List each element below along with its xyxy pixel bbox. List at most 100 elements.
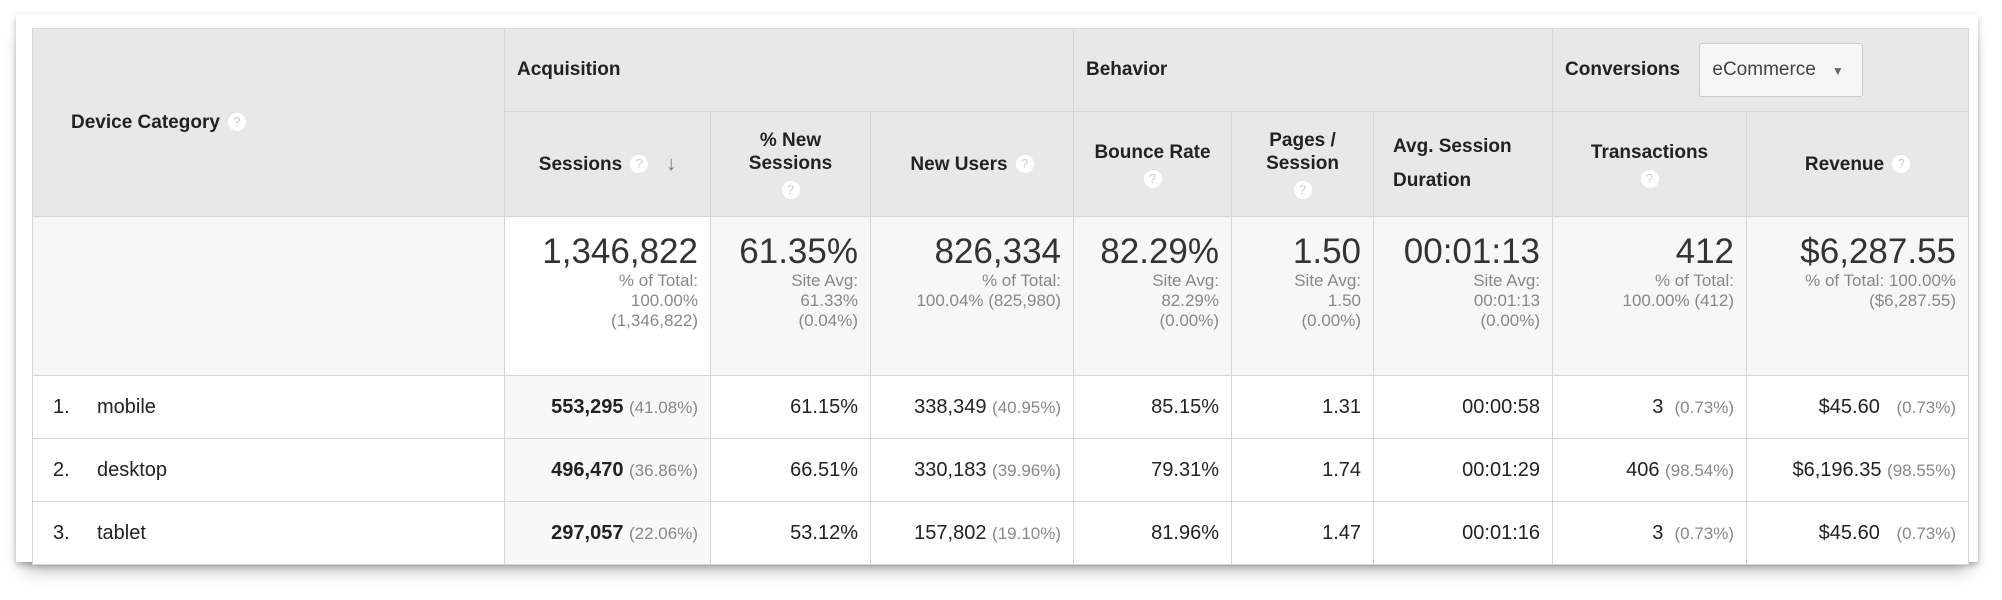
total-cell: 82.29% Site Avg: 82.29% (0.00%): [1073, 216, 1233, 376]
total-cell: 1.50 Site Avg: 1.50 (0.00%): [1231, 216, 1375, 376]
revenue-value: $6,196.35: [1792, 458, 1882, 481]
column-label: Sessions: [538, 153, 623, 175]
device-cell: 1. mobile: [32, 375, 505, 439]
new-users-cell: 338,349 (40.95%): [869, 375, 1075, 439]
total-note: Site Avg:: [791, 271, 858, 290]
device-link[interactable]: mobile: [97, 395, 156, 418]
totals-label-cell: [32, 216, 505, 376]
column-bounce-rate[interactable]: Bounce Rate?: [1073, 111, 1233, 217]
total-cell: 412% of Total: 100.00% (412): [1552, 216, 1748, 376]
total-value: 412: [1675, 232, 1735, 271]
conversions-select-value: eCommerce: [1712, 59, 1816, 80]
column-label: Transactions: [1590, 141, 1709, 163]
table-row: 2. desktop 496,470 (36.86%) 66.51% 330,18…: [32, 438, 1970, 502]
new-users-cell: 157,802 (19.10%): [869, 501, 1075, 565]
column-label: Avg. Session Duration: [1393, 136, 1512, 191]
device-link[interactable]: tablet: [97, 521, 146, 544]
total-value: 1.50: [1292, 232, 1362, 271]
bounce-rate-cell: 85.15%: [1073, 375, 1233, 439]
group-acquisition: Acquisition: [503, 28, 1075, 112]
totals-row: 1,346,822% of Total: 100.00% (1,346,822) 6…: [32, 216, 1970, 376]
revenue-value: $45.60: [1818, 521, 1880, 544]
total-note: ($6,287.55): [1869, 291, 1957, 310]
transactions-pct: (0.73%): [1674, 523, 1735, 543]
column-sessions[interactable]: Sessions? ↓: [504, 111, 711, 217]
help-icon[interactable]: ?: [630, 155, 649, 174]
total-note: % of Total: 100.00%: [1805, 271, 1957, 290]
conversions-select[interactable]: eCommerce ▼: [1699, 43, 1863, 97]
pages-session-cell: 1.47: [1231, 501, 1375, 565]
help-icon[interactable]: ?: [1293, 181, 1312, 199]
column-label: Bounce Rate: [1094, 141, 1211, 163]
sessions-pct: (22.06%): [629, 523, 698, 543]
row-rank: 3.: [53, 521, 70, 544]
column-label: Revenue: [1804, 153, 1885, 175]
column-label: % New Sessions: [748, 130, 833, 174]
column-transactions[interactable]: Transactions?: [1552, 111, 1748, 217]
sessions-cell: 553,295 (41.08%): [504, 375, 711, 439]
column-pages-session[interactable]: Pages / Session?: [1231, 111, 1375, 217]
total-note: 100.00%: [630, 291, 698, 310]
help-icon[interactable]: ?: [1892, 155, 1911, 174]
transactions-cell: 3 (0.73%): [1552, 501, 1748, 565]
transactions-pct: (0.73%): [1674, 397, 1735, 417]
group-behavior: Behavior: [1073, 28, 1554, 112]
new-sessions-cell: 53.12%: [710, 501, 871, 565]
total-note: (1,346,822): [611, 311, 698, 330]
dimension-header[interactable]: Device Category?: [32, 28, 505, 217]
transactions-cell: 3 (0.73%): [1552, 375, 1748, 439]
device-link[interactable]: desktop: [97, 458, 168, 481]
total-cell: 00:01:13 Site Avg: 00:01:13 (0.00%): [1373, 216, 1554, 376]
sessions-cell: 297,057 (22.06%): [504, 501, 711, 565]
help-icon[interactable]: ?: [781, 181, 800, 199]
table-row: 1. mobile 553,295 (41.08%) 61.15% 338,349…: [32, 375, 1970, 439]
revenue-pct: (0.73%): [1896, 397, 1957, 417]
total-note: % of Total:: [981, 271, 1062, 290]
help-icon[interactable]: ?: [1640, 169, 1659, 188]
column-label: New Users: [910, 153, 1008, 175]
total-note: Site Avg:: [1294, 271, 1362, 290]
transactions-value: 3: [1652, 395, 1664, 418]
column-label: Pages / Session: [1266, 130, 1339, 174]
sessions-value: 553,295: [551, 395, 624, 418]
total-note: (0.00%): [1480, 311, 1541, 330]
column-revenue[interactable]: Revenue?: [1746, 111, 1970, 217]
help-icon[interactable]: ?: [227, 113, 246, 132]
total-cell: 1,346,822% of Total: 100.00% (1,346,822): [504, 216, 711, 376]
help-icon[interactable]: ?: [1143, 169, 1162, 188]
new-users-value: 338,349: [914, 395, 987, 418]
row-rank: 1.: [53, 395, 70, 418]
transactions-pct: (98.54%): [1665, 460, 1735, 480]
transactions-value: 406: [1626, 458, 1660, 481]
sessions-pct: (36.86%): [629, 460, 698, 480]
device-cell: 2. desktop: [32, 438, 505, 502]
column-new-sessions[interactable]: % New Sessions?: [710, 111, 871, 217]
device-cell: 3. tablet: [32, 501, 505, 565]
sort-descending-icon[interactable]: ↓: [666, 152, 677, 175]
total-note: 100.04% (825,980): [916, 291, 1062, 310]
conversions-label: Conversions: [1565, 59, 1681, 81]
total-cell: 61.35% Site Avg: 61.33% (0.04%): [710, 216, 871, 376]
help-icon[interactable]: ?: [1015, 155, 1034, 174]
pages-session-cell: 1.31: [1231, 375, 1375, 439]
total-note: % of Total:: [618, 271, 698, 290]
revenue-cell: $6,196.35 (98.55%): [1746, 438, 1970, 502]
total-note: Site Avg:: [1152, 271, 1220, 290]
revenue-cell: $45.60 (0.73%): [1746, 375, 1970, 439]
new-users-value: 330,183: [914, 458, 987, 481]
total-note: Site Avg:: [1473, 271, 1541, 290]
revenue-pct: (98.55%): [1887, 460, 1957, 480]
group-conversions: Conversions eCommerce ▼: [1552, 28, 1970, 112]
total-note: (0.00%): [1159, 311, 1220, 330]
sessions-value: 496,470: [551, 458, 624, 481]
dropdown-caret-icon: ▼: [1831, 64, 1844, 78]
total-note: (0.04%): [798, 311, 858, 330]
pages-session-cell: 1.74: [1231, 438, 1375, 502]
transactions-value: 3: [1652, 521, 1664, 544]
column-new-users[interactable]: New Users?: [869, 111, 1075, 217]
device-category-report-table: Device Category? Acquisition Behavior Co…: [32, 28, 1970, 565]
total-note: (0.00%): [1301, 311, 1362, 330]
revenue-pct: (0.73%): [1896, 523, 1957, 543]
new-sessions-cell: 61.15%: [710, 375, 871, 439]
column-avg-session-duration[interactable]: Avg. Session Duration: [1373, 111, 1554, 217]
